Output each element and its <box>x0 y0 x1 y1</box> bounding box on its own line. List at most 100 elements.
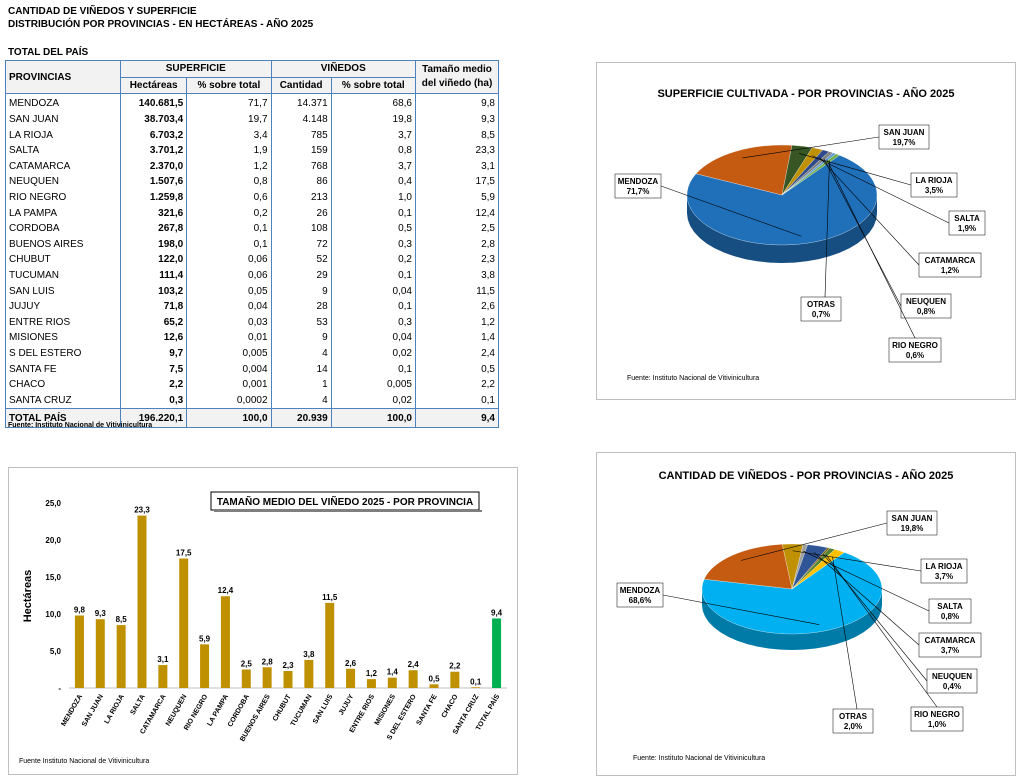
pie-label-box <box>800 296 842 322</box>
table-row: SANTA FE 7,5 0,004 14 0,1 0,5 <box>5 361 499 377</box>
cell-tamano: 9,4 <box>415 408 499 429</box>
cell-prov: SAN JUAN <box>5 111 121 128</box>
cell-pct-vin: 0,02 <box>330 392 417 409</box>
x-tick-label: LA RIOJA <box>104 694 126 726</box>
tamano-medio-header-l1: Tamaño medio <box>422 64 492 76</box>
bar-santa-cruz <box>471 687 481 688</box>
cell-hectareas: 6.703,2 <box>119 127 188 143</box>
pie-label-name: CATAMARCA <box>925 256 976 265</box>
pie-label-value: 1,0% <box>928 720 946 729</box>
cell-pct-sup: 0,2 <box>186 205 272 221</box>
pie-label-name: NEUQUEN <box>906 297 946 306</box>
bar-chubut <box>283 670 293 688</box>
cell-tamano: 2,6 <box>415 298 499 315</box>
x-tick-label: JUJUY <box>338 693 356 716</box>
cell-cantidad: 20.939 <box>270 408 332 429</box>
cell-hectareas: 12,6 <box>119 330 188 346</box>
cell-tamano: 8,5 <box>415 127 499 143</box>
cell-hectareas: 1.259,8 <box>119 189 188 206</box>
cell-cantidad: 4.148 <box>270 111 332 128</box>
cell-pct-vin: 0,3 <box>330 314 417 331</box>
cantidad-header: Cantidad <box>270 76 332 95</box>
pie-label-name: SALTA <box>937 602 963 611</box>
pie-leader-line <box>823 158 902 307</box>
pie-slice-san-juan <box>703 544 793 590</box>
table-row: MISIONES 12,6 0,01 9 0,04 1,4 <box>5 330 499 346</box>
x-tick-label: TUCUMAN <box>290 694 314 728</box>
table-row: LA RIOJA 6.703,2 3,4 785 3,7 8,5 <box>5 127 499 143</box>
cell-pct-sup: 1,2 <box>186 158 272 175</box>
pct-vinedos-header: % sobre total <box>330 76 417 95</box>
cell-prov: CHUBUT <box>5 252 121 268</box>
total-row: TOTAL PAÍS 196.220,1 100,0 20.939 100,0 9,4 <box>5 408 499 429</box>
cell-prov: CORDOBA <box>5 220 121 237</box>
pie-label-box <box>948 210 986 236</box>
bar-value-label: 2,5 <box>241 660 253 669</box>
cell-tamano: 1,4 <box>415 330 499 346</box>
bar-chart-title: TAMAÑO MEDIO DEL VIÑEDO 2025 - POR PROVI… <box>217 495 473 508</box>
cell-prov: NEUQUEN <box>5 174 121 190</box>
cell-pct-vin: 19,8 <box>330 111 417 128</box>
superficie-pie-title: SUPERFICIE CULTIVADA - POR PROVINCIAS - … <box>657 88 955 100</box>
pie-label-box <box>920 558 968 584</box>
x-tick-label: SALTA <box>130 694 147 717</box>
bar-misiones <box>387 677 397 688</box>
cell-tamano: 9,8 <box>415 93 499 112</box>
pie-label-value: 0,7% <box>812 310 830 319</box>
bar-rio-negro <box>200 644 210 688</box>
cell-cantidad: 1 <box>270 376 332 393</box>
cell-pct-sup: 0,01 <box>186 330 272 346</box>
cell-cantidad: 213 <box>270 189 332 206</box>
y-tick-label: 5,0 <box>50 647 62 656</box>
x-tick-label: SAN LUIS <box>312 693 335 725</box>
superficie-group-header: SUPERFICIE <box>120 60 272 78</box>
cell-hectareas: 0,3 <box>119 392 188 409</box>
cell-prov: SANTA CRUZ <box>5 392 121 409</box>
pie-label-name: MENDOZA <box>618 177 659 186</box>
pie-label-name: SALTA <box>954 214 980 223</box>
cell-prov: MISIONES <box>5 330 121 346</box>
cell-pct-sup: 0,004 <box>186 361 272 377</box>
hectareas-header: Hectáreas <box>119 76 188 95</box>
pie-label-box <box>616 582 664 608</box>
cell-prov: RIO NEGRO <box>5 189 121 206</box>
cell-pct-sup: 1,9 <box>186 142 272 159</box>
cell-tamano: 2,2 <box>415 376 499 393</box>
cell-pct-vin: 0,4 <box>330 174 417 190</box>
pie-label-name: OTRAS <box>807 300 836 309</box>
cell-cantidad: 86 <box>270 174 332 190</box>
cell-pct-sup: 0,1 <box>186 236 272 253</box>
bar-la-rioja <box>116 625 126 688</box>
pie-label-name: NEUQUEN <box>932 672 972 681</box>
cell-tamano: 2,8 <box>415 236 499 253</box>
cell-prov: BUENOS AIRES <box>5 236 121 253</box>
bar-salta <box>137 515 147 688</box>
cell-cantidad: 14.371 <box>270 93 332 112</box>
cell-tamano: 12,4 <box>415 205 499 221</box>
pie-label-box <box>926 668 978 694</box>
bar-buenos-aires <box>262 667 272 688</box>
pie-label-box <box>918 632 982 658</box>
cell-tamano: 9,3 <box>415 111 499 128</box>
pie-label-value: 2,0% <box>844 722 862 731</box>
cell-cantidad: 72 <box>270 236 332 253</box>
cell-prov: SANTA FE <box>5 361 121 377</box>
bar-san-juan <box>95 619 105 688</box>
bar-value-label: 12,4 <box>218 586 234 595</box>
bar-catamarca <box>158 665 168 688</box>
cell-pct-vin: 0,1 <box>330 298 417 315</box>
bar-san-luis <box>325 602 335 688</box>
cell-pct-vin: 3,7 <box>330 158 417 175</box>
cell-hectareas: 111,4 <box>119 267 188 284</box>
table-source: Fuente: Instituto Nacional de Vitivinicu… <box>8 422 153 429</box>
bar-tucuman <box>304 659 314 688</box>
x-tick-label: SANTA FE <box>416 693 439 726</box>
cell-prov: TOTAL PAÍS <box>5 408 121 429</box>
vinedos-pie-source: Fuente: Instituto Nacional de Vitivinicu… <box>633 755 766 762</box>
tamano-medio-header-l2: del viñedo (ha) <box>421 78 493 90</box>
y-tick-label: 25,0 <box>45 499 61 508</box>
cell-pct-sup: 3,4 <box>186 127 272 143</box>
pie-label-box <box>910 172 958 198</box>
pie-leader-line <box>660 185 802 237</box>
cell-prov: CATAMARCA <box>5 158 121 175</box>
